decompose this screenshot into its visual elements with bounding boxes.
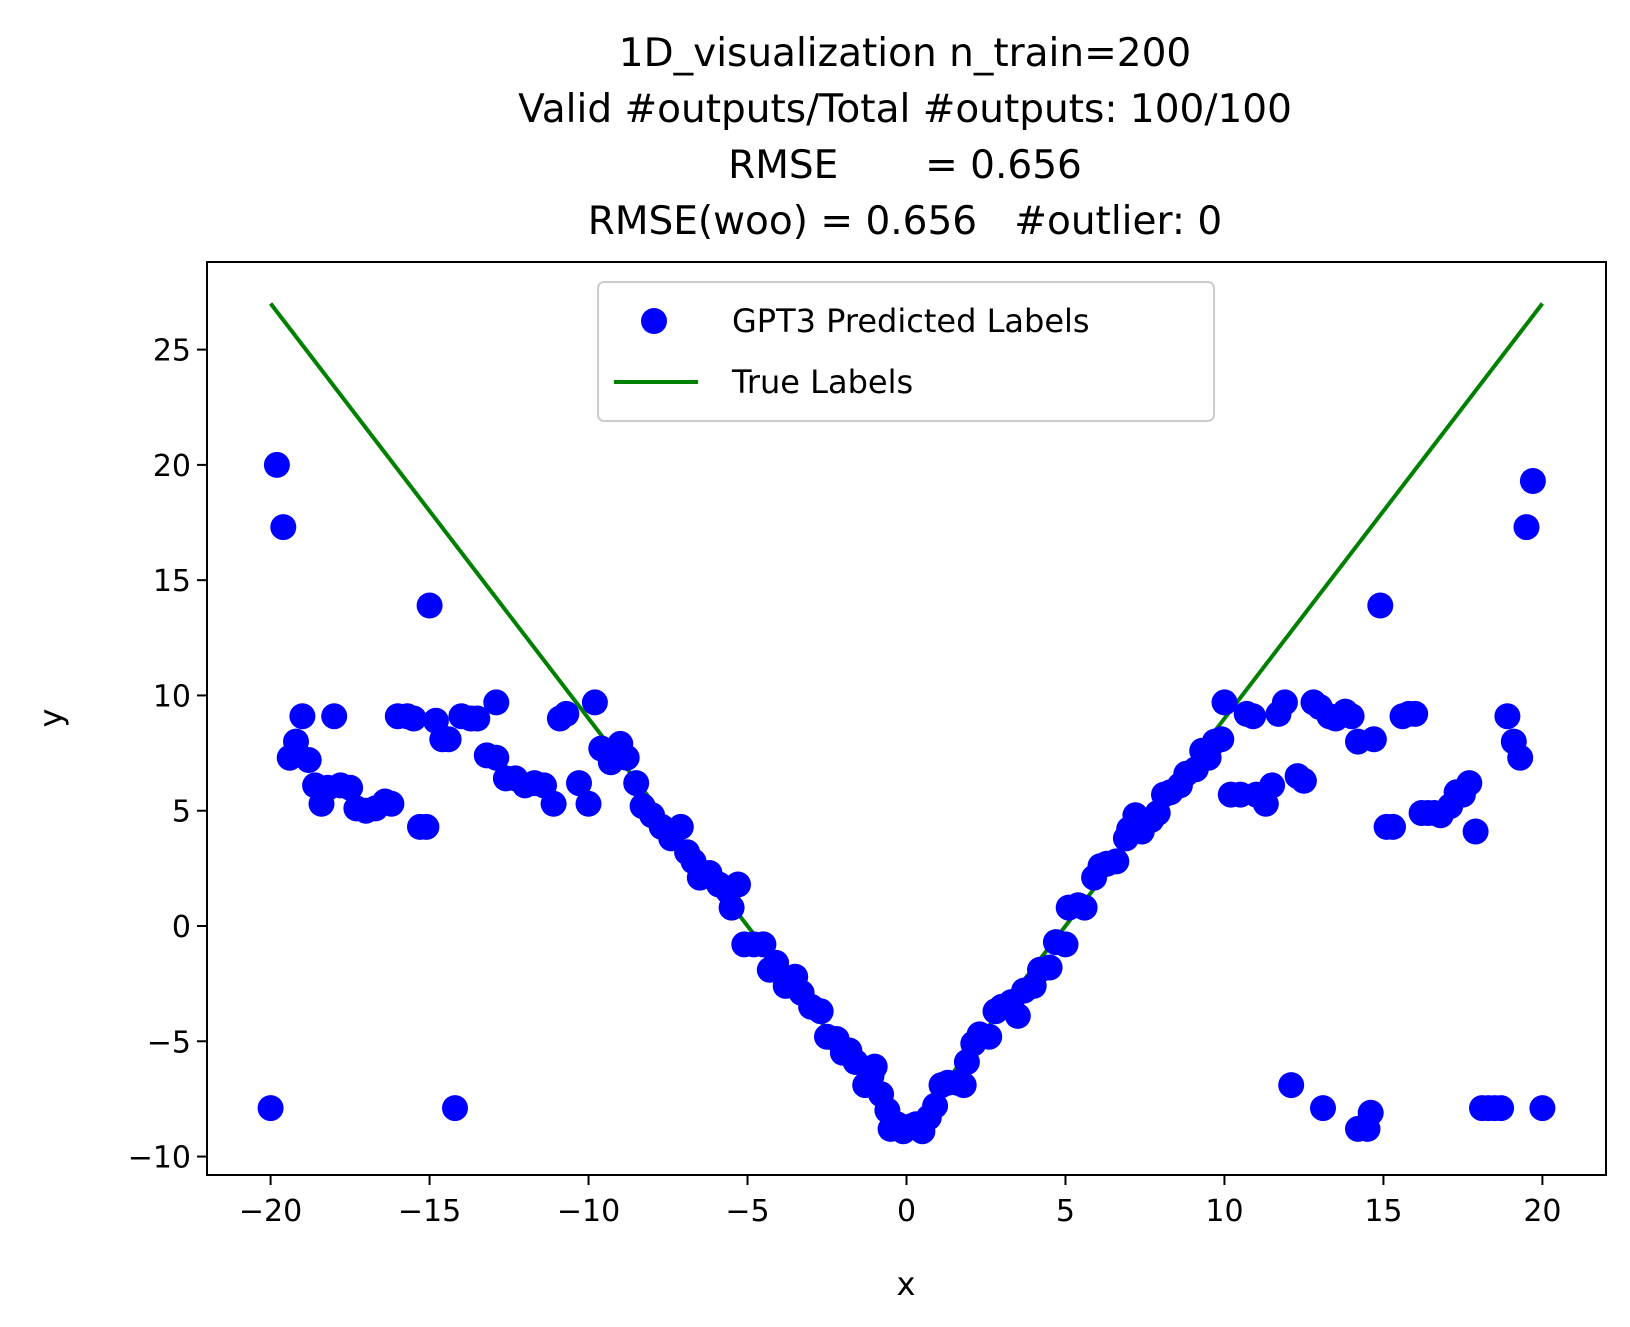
plot-area — [257, 302, 1556, 1145]
scatter-point — [442, 1095, 468, 1122]
legend-box — [597, 281, 1215, 422]
scatter-point — [725, 871, 751, 898]
scatter-point — [861, 1053, 888, 1080]
y-tick-label: 10 — [153, 679, 191, 714]
scatter-point — [400, 705, 427, 732]
title-line-1: 1D_visualization n_train=200 — [619, 31, 1191, 76]
x-tick-label: 5 — [1056, 1194, 1075, 1229]
title-line-3: RMSE = 0.656 — [728, 143, 1082, 188]
y-tick-label: 25 — [153, 334, 191, 369]
legend: GPT3 Predicted Labels True Labels — [597, 281, 1215, 422]
scatter-point — [435, 726, 462, 753]
scatter-point — [718, 894, 745, 921]
scatter-point — [483, 689, 510, 716]
y-tick-label: 5 — [172, 795, 191, 830]
scatter-point — [1211, 689, 1238, 716]
scatter-point — [1513, 514, 1540, 541]
scatter-point — [750, 931, 777, 958]
x-tick-label: −20 — [239, 1194, 302, 1229]
scatter-point — [613, 744, 640, 771]
scatter-point — [1103, 848, 1130, 875]
x-tick-label: −5 — [725, 1194, 769, 1229]
scatter-point — [464, 705, 491, 732]
y-tick-label: 20 — [153, 449, 191, 484]
scatter-point — [1456, 770, 1483, 797]
y-axis: −10 −5 0 5 10 15 20 25 — [128, 334, 207, 1176]
scatter-point — [1507, 744, 1534, 771]
legend-marker-scatter — [641, 308, 667, 334]
scatter-point — [283, 728, 309, 755]
x-tick-label: −15 — [398, 1194, 461, 1229]
scatter-point — [575, 790, 602, 817]
scatter-point — [1208, 726, 1235, 753]
scatter-point — [1519, 468, 1546, 494]
x-tick-label: 0 — [897, 1194, 916, 1229]
scatter-point — [1488, 1095, 1515, 1122]
scatter-point — [257, 1095, 284, 1122]
chart-title: 1D_visualization n_train=200 Valid #outp… — [518, 31, 1292, 244]
scatter-point — [922, 1092, 949, 1119]
scatter-point — [1290, 767, 1317, 794]
scatter-point — [321, 703, 348, 730]
scatter-point — [1004, 1002, 1031, 1029]
scatter-point — [1380, 813, 1406, 840]
y-tick-label: −5 — [147, 1025, 191, 1060]
scatter-point — [337, 774, 364, 801]
y-tick-label: −10 — [128, 1141, 191, 1176]
legend-label-line: True Labels — [731, 363, 913, 401]
scatter-point — [540, 790, 567, 817]
scatter-point — [1310, 1095, 1336, 1122]
y-tick-label: 15 — [153, 564, 191, 599]
x-tick-label: 15 — [1364, 1194, 1402, 1229]
y-axis-label: y — [32, 709, 70, 728]
scatter-point — [1240, 703, 1267, 730]
scatter-point — [553, 700, 580, 727]
scatter-point — [1259, 772, 1286, 799]
scatter-point — [1036, 954, 1063, 981]
scatter-point — [1071, 894, 1098, 921]
legend-label-scatter: GPT3 Predicted Labels — [732, 302, 1090, 340]
scatter-point — [1494, 703, 1521, 730]
x-tick-label: 20 — [1523, 1194, 1561, 1229]
x-tick-label: −10 — [557, 1194, 620, 1229]
scatter-point — [289, 703, 316, 730]
scatter-point — [976, 1023, 1003, 1050]
y-tick-label: 0 — [172, 910, 191, 945]
scatter-point — [483, 744, 510, 771]
scatter-point — [623, 770, 650, 797]
title-line-2: Valid #outputs/Total #outputs: 100/100 — [518, 87, 1292, 132]
scatter-point — [1052, 931, 1079, 958]
scatter-point — [807, 998, 834, 1025]
scatter-point — [1529, 1095, 1556, 1122]
scatter-point — [763, 949, 790, 976]
scatter-point — [1278, 1072, 1305, 1099]
scatter-point — [1462, 818, 1489, 845]
scatter-point — [413, 813, 440, 840]
title-line-4: RMSE(woo) = 0.656 #outlier: 0 — [588, 199, 1222, 244]
x-axis-label: x — [897, 1265, 916, 1303]
scatter-point — [1360, 726, 1387, 753]
scatter-point — [378, 790, 405, 817]
scatter-point — [1367, 592, 1394, 619]
scatter-point — [1357, 1099, 1384, 1126]
x-axis: −20 −15 −10 −5 0 5 10 15 20 — [239, 1175, 1562, 1229]
scatter-point — [270, 514, 297, 541]
scatter-point — [566, 770, 592, 797]
scatter-point — [950, 1072, 977, 1099]
scatter-point — [263, 451, 290, 478]
scatter-point — [581, 689, 608, 716]
scatter-point — [416, 592, 443, 619]
scatter-layer — [257, 451, 1556, 1145]
scatter-point — [667, 813, 694, 840]
scatter-point — [295, 747, 322, 773]
scatter-point — [1402, 700, 1429, 727]
scatter-point — [1338, 703, 1365, 730]
x-tick-label: 10 — [1205, 1194, 1243, 1229]
scatter-point — [1271, 689, 1298, 716]
